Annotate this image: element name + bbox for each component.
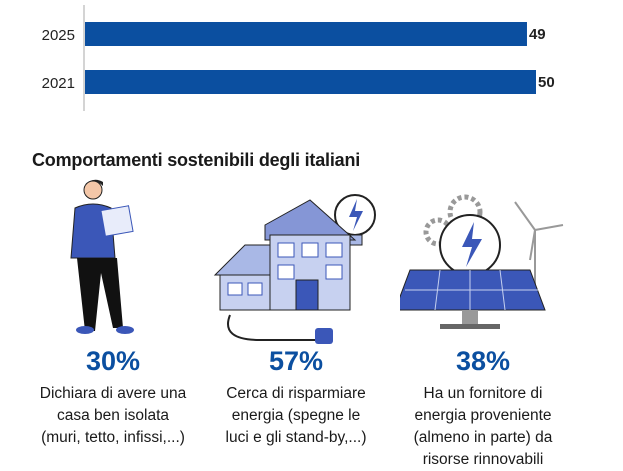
category-label: 2025	[42, 27, 75, 44]
stat-value: 38%	[455, 346, 511, 376]
stat-energy-saving: 57% Cerca di risparmiare energia (spegne…	[201, 345, 391, 449]
desc-line: Cerca di risparmiare	[226, 385, 366, 402]
desc-line: casa ben isolata	[56, 407, 170, 424]
stat-value: 30%	[85, 346, 141, 376]
data-label: 49	[529, 26, 546, 43]
desc-line: Dichiara di avere una	[39, 385, 187, 402]
stat-renewable-supplier: 38% Ha un fornitore di energia provenien…	[388, 345, 578, 471]
desc-line: risorse rinnovabili	[422, 451, 544, 468]
desc-line: (almeno in parte) da	[413, 429, 553, 446]
bar-2025	[85, 22, 527, 46]
section-title: Comportamenti sostenibili degli italiani	[32, 150, 361, 170]
bar-2021	[85, 70, 536, 94]
stat-description: Ha un fornitore di energia proveniente (…	[388, 383, 578, 471]
solar-panel-lightbulb-wind-turbine-icon	[400, 194, 564, 329]
stat-value: 57%	[268, 346, 324, 376]
desc-line: energia proveniente	[414, 407, 552, 424]
data-label: 50	[538, 74, 555, 91]
stat-insulated-home: 30% Dichiara di avere una casa ben isola…	[18, 345, 208, 449]
house-with-solar-panels-and-lightbulb-icon	[213, 194, 376, 344]
desc-line: Ha un fornitore di	[423, 385, 543, 402]
category-label: 2021	[42, 75, 75, 92]
stat-description: Cerca di risparmiare energia (spegne le …	[201, 383, 391, 449]
desc-line: (muri, tetto, infissi,...)	[41, 429, 185, 446]
desc-line: energia (spegne le	[231, 407, 361, 424]
stat-description: Dichiara di avere una casa ben isolata (…	[18, 383, 208, 449]
person-with-house-plan-icon	[70, 179, 134, 334]
desc-line: luci e gli stand-by,...)	[225, 429, 367, 446]
bar-chart: 2025 49 2021 50	[42, 5, 555, 111]
